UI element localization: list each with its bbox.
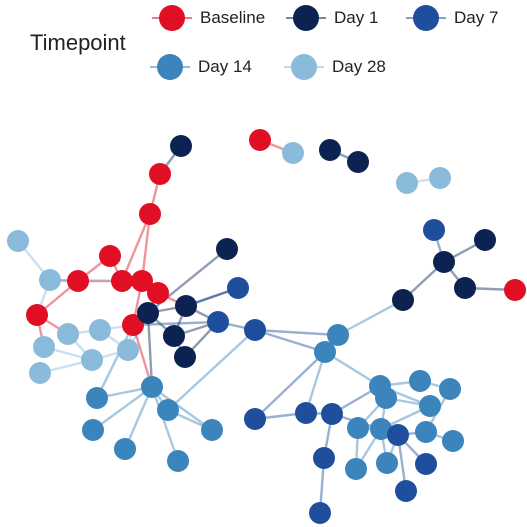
network-node-baseline <box>139 203 161 225</box>
network-node-day14 <box>376 452 398 474</box>
network-node-day28 <box>33 336 55 358</box>
network-node-day28 <box>81 349 103 371</box>
network-node-day14 <box>201 419 223 441</box>
network-node-baseline <box>131 270 153 292</box>
network-node-day1 <box>216 238 238 260</box>
network-node-day28 <box>396 172 418 194</box>
network-edge <box>150 386 180 462</box>
network-node-day14 <box>345 458 367 480</box>
network-node-day14 <box>141 376 163 398</box>
network-node-day28 <box>89 319 111 341</box>
network-edge <box>95 324 135 399</box>
network-node-day1 <box>137 302 159 324</box>
network-node-day7 <box>244 408 266 430</box>
legend-key-baseline <box>152 4 192 32</box>
legend-key-day14 <box>150 53 190 81</box>
network-node-day1 <box>319 139 341 161</box>
network-node-day7 <box>321 403 343 425</box>
legend-label-day1: Day 1 <box>334 8 379 27</box>
legend-label-baseline: Baseline <box>200 8 266 27</box>
network-node-day1 <box>347 151 369 173</box>
network-edge <box>254 328 326 354</box>
network-edge <box>167 329 256 411</box>
network-node-baseline <box>147 282 169 304</box>
network-node-day1 <box>433 251 455 273</box>
network-node-day28 <box>282 142 304 164</box>
network-edge <box>146 312 154 388</box>
legend-item-baseline: Baseline <box>152 4 265 32</box>
network-node-baseline <box>26 304 48 326</box>
network-node-day1 <box>392 289 414 311</box>
legend-key-day1 <box>286 4 326 32</box>
network-node-day7 <box>423 219 445 241</box>
network-node-day1 <box>175 295 197 317</box>
network-node-day7 <box>227 277 249 299</box>
network-edge <box>120 213 152 282</box>
network-node-baseline <box>99 245 121 267</box>
legend-label-day14: Day 14 <box>198 57 252 76</box>
network-edge <box>123 386 154 450</box>
network-node-day28 <box>29 362 51 384</box>
network-node-day1 <box>174 346 196 368</box>
legend-label-day7: Day 7 <box>454 8 499 27</box>
network-node-day14 <box>347 417 369 439</box>
network-node-day14 <box>375 387 397 409</box>
network-edge <box>337 298 404 337</box>
legend-item-day7: Day 7 <box>406 4 498 32</box>
network-node-baseline <box>504 279 526 301</box>
network-node-day7 <box>244 319 266 341</box>
network-node-day14 <box>86 387 108 409</box>
network-node-day7 <box>387 424 409 446</box>
network-node-day7 <box>295 402 317 424</box>
network-edge <box>254 328 339 337</box>
network-node-day28 <box>117 339 139 361</box>
network-node-day1 <box>454 277 476 299</box>
network-edge <box>254 351 326 420</box>
legend-item-day1: Day 1 <box>286 4 378 32</box>
network-node-day14 <box>167 450 189 472</box>
legend-label-day28: Day 28 <box>332 57 386 76</box>
network-node-day7 <box>395 480 417 502</box>
legend-item-day14: Day 14 <box>150 53 252 81</box>
network-nodes <box>7 129 526 524</box>
network-node-day1 <box>163 325 185 347</box>
network-node-baseline <box>111 270 133 292</box>
network-edge <box>140 213 152 282</box>
network-node-day14 <box>415 421 437 443</box>
network-node-day1 <box>474 229 496 251</box>
network-node-day7 <box>313 447 335 469</box>
network-node-day14 <box>314 341 336 363</box>
network-node-day1 <box>170 135 192 157</box>
network-node-day28 <box>429 167 451 189</box>
network-node-day14 <box>409 370 431 392</box>
network-node-day14 <box>439 378 461 400</box>
network-node-day7 <box>207 311 229 333</box>
network-edge <box>92 386 153 431</box>
network-node-baseline <box>149 163 171 185</box>
network-edge <box>151 386 213 431</box>
network-node-day14 <box>419 395 441 417</box>
network-node-day14 <box>157 399 179 421</box>
network-node-baseline <box>249 129 271 151</box>
network-node-day14 <box>114 438 136 460</box>
network-node-day14 <box>327 324 349 346</box>
legend-key-day7 <box>406 4 446 32</box>
network-node-day7 <box>415 453 437 475</box>
legend-title: Timepoint <box>30 30 126 55</box>
legend-key-day28 <box>284 53 324 81</box>
network-node-baseline <box>122 314 144 336</box>
network-edge <box>132 320 219 327</box>
network-node-day28 <box>39 269 61 291</box>
network-node-day7 <box>309 502 331 524</box>
network-node-day14 <box>442 430 464 452</box>
legend-item-day28: Day 28 <box>284 53 386 81</box>
network-node-day14 <box>82 419 104 441</box>
network-node-day14 <box>370 418 392 440</box>
network-node-day28 <box>7 230 29 252</box>
network-node-baseline <box>67 270 89 292</box>
network-node-day28 <box>57 323 79 345</box>
